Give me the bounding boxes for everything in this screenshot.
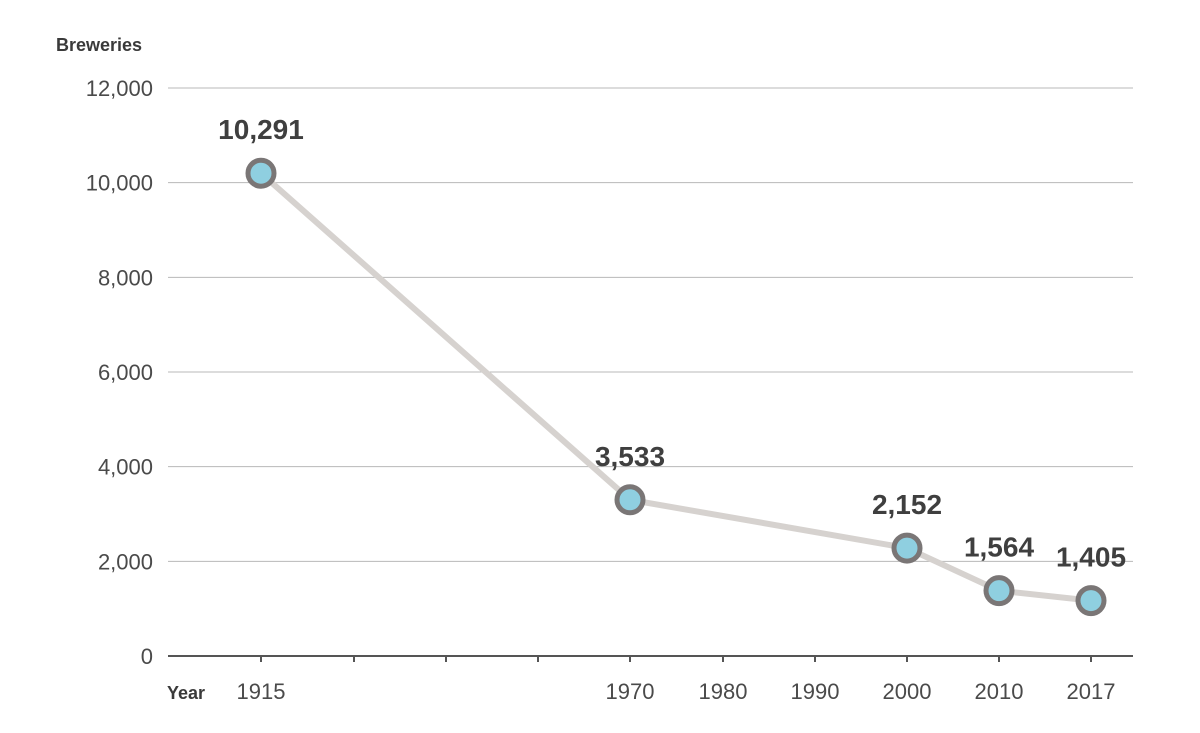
data-label: 10,291 <box>218 114 304 145</box>
axis-layer: 0 2,000 4,000 6,000 8,000 10,000 12,000 1915 197… <box>86 76 1133 704</box>
y-tick-label: 4,000 <box>98 455 153 480</box>
series-layer <box>245 157 1107 617</box>
data-point <box>245 157 277 189</box>
data-point <box>983 575 1015 607</box>
data-label: 1,564 <box>964 532 1034 563</box>
x-tick-label: 2000 <box>883 679 932 704</box>
y-tick-label: 2,000 <box>98 549 153 574</box>
x-tick-label: 1915 <box>237 679 286 704</box>
data-label-layer: 10,291 3,533 2,152 1,564 1,405 <box>218 114 1126 572</box>
data-label: 3,533 <box>595 441 665 472</box>
data-point <box>1075 585 1107 617</box>
data-point <box>614 484 646 516</box>
y-tick-label: 0 <box>141 644 153 669</box>
y-tick-label: 10,000 <box>86 171 153 196</box>
data-label: 2,152 <box>872 489 942 520</box>
data-point <box>891 532 923 564</box>
x-tick-label: 1970 <box>606 679 655 704</box>
x-tick-label: 1980 <box>699 679 748 704</box>
grid-layer <box>168 87 1133 562</box>
y-tick-label: 6,000 <box>98 360 153 385</box>
y-tick-label: 12,000 <box>86 76 153 101</box>
x-tick-label: 1990 <box>791 679 840 704</box>
y-axis-title: Breweries <box>56 35 142 55</box>
data-label: 1,405 <box>1056 542 1126 573</box>
x-tick-label: 2017 <box>1067 679 1116 704</box>
x-tick-label: 2010 <box>975 679 1024 704</box>
y-tick-label: 8,000 <box>98 265 153 290</box>
x-axis-title: Year <box>167 683 205 703</box>
